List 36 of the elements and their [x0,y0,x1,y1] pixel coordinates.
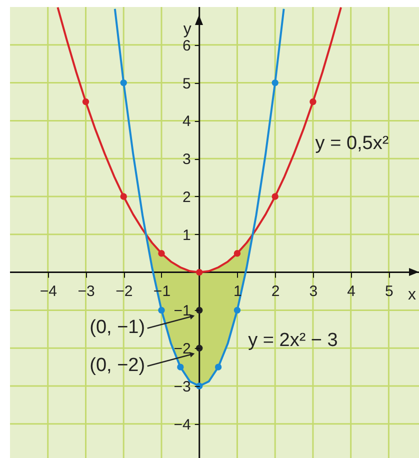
y-tick-label: 2 [182,188,191,206]
point [196,268,203,276]
annotation: y = 2x² − 3 [248,330,338,351]
x-tick-label: −3 [78,282,95,300]
x-axis-title: x [408,286,416,304]
point [310,98,316,106]
y-tick-label: −4 [174,416,191,434]
x-tick-label: −2 [116,282,133,300]
x-tick-label: 2 [271,282,280,300]
x-tick-label: 4 [347,282,356,300]
y-tick-label: 6 [182,37,191,54]
point [214,364,222,370]
y-tick-label: 4 [182,113,191,130]
x-tick-label: 3 [309,282,318,300]
point [234,306,241,314]
point [177,364,184,370]
y-tick-label: 1 [182,226,191,244]
point [272,193,278,200]
point [120,79,127,86]
x-tick-label: 5 [385,282,394,300]
annotation: (0, −2) [90,355,146,376]
y-tick-label: −2 [174,340,191,358]
point [82,98,90,106]
point [234,250,241,257]
annotation: y = 0,5x² [315,133,389,154]
point [120,193,127,200]
y-tick-label: 5 [182,75,191,92]
point [158,250,165,257]
point [158,306,165,314]
y-tick-label: −3 [174,378,191,396]
point [272,79,278,86]
x-tick-label: −4 [40,282,57,300]
y-axis-title: y [183,21,192,38]
annotation: (0, −1) [90,317,146,338]
y-tick-label: −1 [174,302,191,320]
y-tick-label: 3 [182,151,191,168]
